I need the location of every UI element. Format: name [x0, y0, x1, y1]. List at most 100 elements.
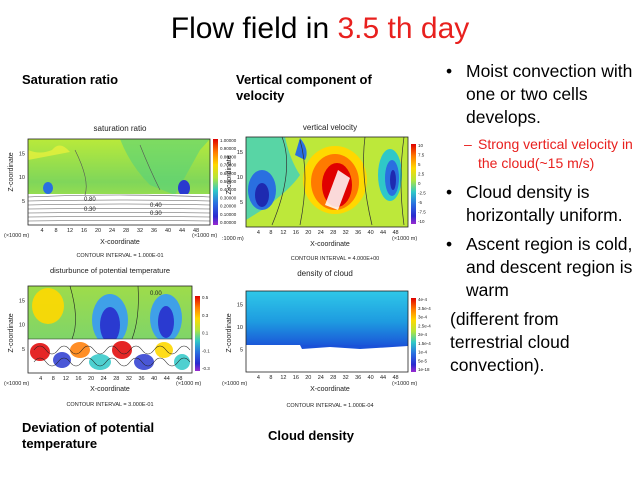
x-tick-label: 36	[151, 228, 157, 234]
cloud-base	[246, 345, 408, 349]
x-label: X-coordinate	[100, 239, 140, 246]
colorbar-label: -5	[418, 200, 422, 205]
x-tick-label: 16	[293, 230, 299, 236]
x-tick-label: 20	[95, 228, 101, 234]
plot-lower-region	[246, 345, 408, 372]
slide-title: Flow field in 3.5 th day	[0, 12, 640, 46]
x-tick-label: 20	[305, 375, 311, 381]
x-unit: (×1000 m)	[4, 381, 29, 387]
plot-feature	[178, 180, 190, 196]
x-ticks: 4 8 12 16 20 24 28 32 36 40 44 48	[40, 228, 199, 234]
colorbar-label: -0.3	[202, 366, 210, 371]
y-label: Z-coordinate	[8, 152, 15, 191]
contour-interval: CONTOUR INTERVAL = 1.000E-04	[286, 403, 373, 409]
plot-area	[246, 291, 408, 347]
y-ticks: 5 10 15	[237, 303, 243, 354]
contour-label: 0.30	[84, 207, 96, 213]
colorbar-label: 0	[418, 181, 421, 186]
y-tick-label: 5	[22, 199, 25, 205]
x-tick-label: 48	[176, 376, 182, 382]
colorbar-label: 0.1	[202, 331, 209, 336]
x-tick-label: 28	[330, 375, 336, 381]
x-tick-label: 44	[380, 230, 386, 236]
x-tick-label: 12	[67, 228, 73, 234]
x-tick-label: 8	[269, 375, 272, 381]
colorbar-labels: 0.5 0.3 0.1 -0.1 -0.3	[202, 295, 210, 371]
x-label: X-coordinate	[310, 241, 350, 248]
colorbar-label: -2.5	[418, 191, 426, 196]
y-tick-label: 5	[240, 200, 243, 206]
x-tick-label: 28	[330, 230, 336, 236]
sub-bullet-velocity: Strong vertical velocity in the cloud(~1…	[440, 135, 636, 173]
x-tick-label: 24	[101, 376, 107, 382]
colorbar-label: 0.50000	[220, 179, 237, 184]
colorbar-label: 1.5e-4	[418, 341, 431, 346]
y-tick-label: 15	[237, 150, 243, 156]
x-tick-label: 12	[280, 375, 286, 381]
caption-saturation: Saturation ratio	[22, 72, 119, 87]
x-tick-label: 12	[280, 230, 286, 236]
x-ticks: 4 8 12 16 20 24 28 32 36 40 44 48	[257, 375, 399, 381]
colorbar-label: 0.00000	[220, 220, 237, 225]
bullet-list: Moist convection with one or two cells d…	[440, 60, 636, 377]
x-tick-label: 36	[138, 376, 144, 382]
x-tick-label: 4	[40, 228, 43, 234]
colorbar-label: 0.30000	[220, 195, 237, 200]
colorbar-label: 1e-4	[418, 350, 428, 355]
panel-title: vertical velocity	[303, 123, 357, 132]
contour-lines	[28, 285, 192, 367]
contour-label: 0.80	[84, 197, 96, 203]
colorbar-labels: 1.00000 0.90000 0.80000 0.70000 0.60000 0.500…	[220, 138, 237, 225]
panel-vertical-velocity: vertical velocity Z-coordinate 10 7.5 5 2.5…	[222, 123, 426, 262]
y-tick-label: 15	[237, 303, 243, 309]
y-unit: (×1000 m)	[192, 233, 217, 239]
bullet-cloud-density: Cloud density is horizontally uniform.	[440, 181, 636, 227]
plot-feature	[295, 138, 307, 160]
y-ticks: 5 10 15	[19, 151, 25, 205]
y-unit: (×1000 m)	[176, 381, 201, 387]
y-unit: (×1000 m)	[392, 381, 417, 387]
panel-potential-temperature: disturbunce of potential temperature Z-c…	[4, 266, 210, 408]
x-tick-label: 20	[305, 230, 311, 236]
colorbar-label: 0.70000	[220, 163, 237, 168]
x-tick-label: 12	[63, 376, 69, 382]
x-tick-label: 48	[193, 228, 199, 234]
x-tick-label: 44	[380, 375, 386, 381]
x-tick-label: 24	[109, 228, 115, 234]
colorbar-label: 0.10000	[220, 212, 237, 217]
colorbar-label: 0.5	[202, 295, 209, 300]
panel-saturation: saturation ratio Z-coordinate 0.80 0.40 …	[4, 124, 237, 259]
x-tick-label: 32	[343, 230, 349, 236]
x-tick-label: 44	[179, 228, 185, 234]
x-tick-label: 44	[164, 376, 170, 382]
colorbar-label: -10	[418, 219, 425, 224]
plot-feature	[28, 145, 70, 160]
colorbar-label: 5e-5	[418, 358, 428, 363]
x-tick-label: 28	[123, 228, 129, 234]
y-tick-label: 15	[19, 151, 25, 157]
y-unit: (×1000 m)	[392, 236, 417, 242]
x-unit: (×1000 m)	[222, 381, 247, 387]
caption-cloud: Cloud density	[268, 428, 354, 443]
x-tick-label: 4	[257, 375, 260, 381]
x-tick-label: 8	[269, 230, 272, 236]
colorbar-label: 5	[418, 162, 421, 167]
colorbar-label: 4e-4	[418, 297, 428, 302]
y-tick-label: 10	[237, 175, 243, 181]
x-tick-label: 4	[39, 376, 42, 382]
y-tick-label: 10	[237, 325, 243, 331]
colorbar-labels: 10 7.5 5 2.5 0 -2.5 -5 -7.5 -10	[418, 143, 426, 224]
colorbar-label: 7.5	[418, 153, 425, 158]
colorbar-label: 1e-18	[418, 367, 430, 372]
x-tick-label: 4	[257, 230, 260, 236]
y-label: Z-coordinate	[226, 155, 233, 194]
x-tick-label: 8	[54, 228, 57, 234]
x-tick-label: 8	[52, 376, 55, 382]
panel-cloud-density: density of cloud Z-coordinate 4e-4 3.5e-4…	[222, 269, 431, 409]
x-ticks: 4 8 12 16 20 24 28 32 36 40 44 48	[257, 230, 399, 236]
x-tick-label: 40	[368, 375, 374, 381]
contour-label: 0.40	[150, 203, 162, 209]
panel-title: density of cloud	[297, 269, 353, 278]
x-tick-label: 48	[392, 230, 398, 236]
